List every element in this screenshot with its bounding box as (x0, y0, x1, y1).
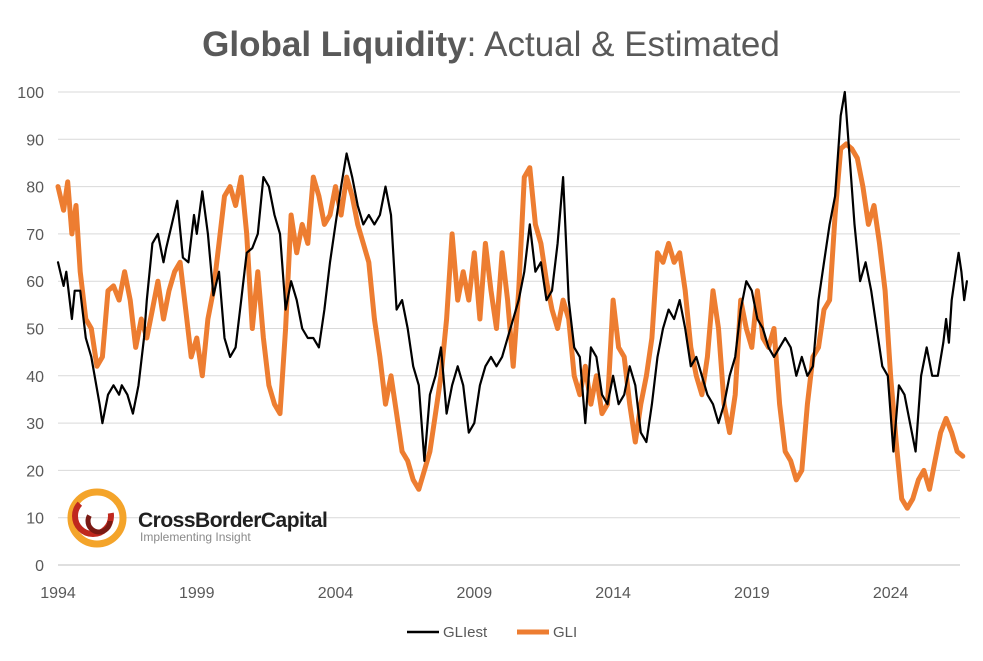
x-tick-label: 2004 (318, 585, 354, 602)
y-axis-ticks: 0 10 20 30 40 50 60 70 80 90 100 (17, 85, 44, 575)
y-tick-label: 40 (26, 369, 44, 386)
series-lines (55, 90, 968, 511)
x-tick-label: 2019 (734, 585, 770, 602)
y-tick-label: 50 (26, 322, 44, 339)
logo-tagline: Implementing Insight (140, 530, 251, 544)
y-tick-label: 0 (35, 558, 44, 575)
x-axis-ticks: 1994 1999 2004 2009 2014 2019 2024 (40, 585, 908, 602)
y-tick-label: 30 (26, 416, 44, 433)
x-tick-label: 2014 (595, 585, 631, 602)
series-line-gliest (56, 90, 968, 462)
x-tick-label: 1999 (179, 585, 215, 602)
x-tick-label: 1994 (40, 585, 76, 602)
series-line-gli (55, 141, 966, 511)
chart-title: Global Liquidity: Actual & Estimated (202, 25, 780, 64)
y-tick-label: 60 (26, 274, 44, 291)
x-tick-label: 2024 (873, 585, 909, 602)
chart-title-bold: Global Liquidity (202, 25, 467, 64)
y-tick-label: 80 (26, 180, 44, 197)
y-tick-label: 100 (17, 85, 44, 102)
x-tick-label: 2009 (457, 585, 493, 602)
logo-swirl-icon (67, 488, 127, 548)
legend-label-gli: GLI (553, 624, 577, 641)
crossborder-logo: CrossBorderCapital Implementing Insight (67, 488, 328, 548)
y-tick-label: 10 (26, 511, 44, 528)
y-tick-label: 20 (26, 463, 44, 480)
y-tick-label: 70 (26, 227, 44, 244)
y-tick-label: 90 (26, 132, 44, 149)
chart-title-rest: : Actual & Estimated (467, 25, 780, 64)
legend: GLIest GLI (407, 624, 577, 641)
logo-name: CrossBorderCapital (138, 509, 327, 532)
legend-label-gliest: GLIest (443, 624, 488, 641)
